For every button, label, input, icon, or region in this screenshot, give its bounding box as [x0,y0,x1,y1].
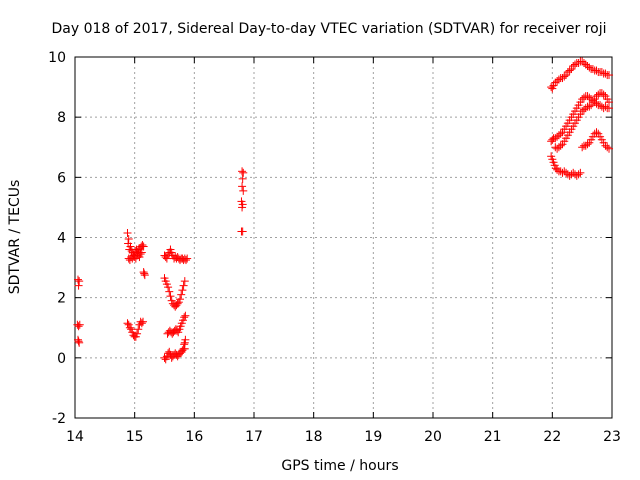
data-point-marker [140,271,149,280]
x-tick-label: 20 [424,429,442,445]
data-point-marker [601,69,610,78]
data-point-marker [603,143,612,152]
data-point-marker [75,320,84,329]
x-tick-label: 15 [126,429,144,445]
data-point-marker [178,286,187,295]
data-point-marker [605,98,614,107]
data-point-marker [605,144,614,153]
data-point-marker [605,71,614,80]
data-point-marker [238,174,247,183]
data-point-marker [137,248,146,257]
data-point-marker [601,102,610,111]
y-tick-label: 0 [57,351,66,367]
y-tick-label: 4 [57,231,66,247]
data-point-marker [180,313,189,322]
x-tick-label: 14 [66,429,84,445]
data-point-marker [181,256,190,265]
data-point-marker [553,165,562,174]
data-point-marker [139,317,148,326]
data-point-marker [592,99,601,108]
data-point-marker [556,129,565,138]
ticks [74,56,613,419]
data-point-marker [164,283,173,292]
grid [75,57,612,418]
y-tick-labels: -2 0 2 4 6 8 10 [48,50,66,427]
data-point-marker [179,281,188,290]
y-tick-label: 10 [48,50,66,66]
data-point-marker [565,66,574,75]
data-point-marker [571,60,580,69]
data-point-marker [181,335,190,344]
data-point-marker [588,65,597,74]
data-point-marker [180,277,189,286]
data-point-marker [599,90,608,99]
data-point-marker [133,329,142,338]
data-point-marker [238,227,247,236]
data-point-marker [592,66,601,75]
data-point-marker [238,203,247,212]
data-point-marker [176,295,185,304]
x-tick-label: 22 [543,429,561,445]
data-point-marker [123,228,132,237]
data-point-marker [75,338,84,347]
data-point-marker [239,168,248,177]
x-tick-labels: 14 15 16 17 18 19 20 21 22 23 [66,429,621,445]
data-point-marker [166,292,175,301]
data-point-marker [139,242,148,251]
data-point-marker [554,75,563,84]
data-point-marker [137,319,146,328]
x-tick-label: 16 [185,429,203,445]
y-tick-label: 8 [57,110,66,126]
data-point-marker [574,170,583,179]
data-point-marker [238,167,247,176]
data-point-marker [74,322,83,331]
data-point-marker [140,269,149,278]
data-point-marker [177,290,186,299]
data-point-marker [585,102,594,111]
data-point-marker [581,104,590,113]
data-point-marker [134,325,143,334]
data-point-marker [138,241,147,250]
x-axis-label: GPS time / hours [281,458,398,474]
x-tick-label: 23 [603,429,621,445]
data-point-marker [576,168,585,177]
data-points [73,57,614,364]
data-point-marker [173,299,182,308]
data-point-marker [181,311,190,320]
data-point-marker [124,235,133,244]
data-point-marker [560,72,569,81]
data-point-marker [556,141,565,150]
data-point-marker [74,281,83,290]
data-point-marker [125,323,134,332]
data-point-marker [162,254,171,263]
data-point-marker [123,319,132,328]
y-axis-label: SDTVAR / TECUs [7,180,23,295]
data-point-marker [183,254,192,263]
y-tick-label: -2 [52,411,66,427]
data-point-marker [578,143,587,152]
data-point-marker [136,250,145,259]
data-point-marker [73,275,82,284]
data-point-marker [585,63,594,72]
data-point-marker [597,68,606,77]
data-point-marker [164,250,173,259]
y-tick-label: 6 [57,170,66,186]
y-tick-label: 2 [57,291,66,307]
data-point-marker [74,337,83,346]
data-point-marker [239,186,248,195]
data-point-marker [592,128,601,137]
chart-title: Day 018 of 2017, Sidereal Day-to-day VTE… [51,21,606,37]
data-point-marker [238,182,247,191]
x-tick-label: 18 [305,429,323,445]
data-point-marker [583,140,592,149]
data-point-marker [126,242,135,251]
x-tick-label: 21 [484,429,502,445]
data-point-marker [75,277,84,286]
x-tick-label: 17 [245,429,263,445]
x-tick-label: 19 [364,429,382,445]
data-point-marker [180,340,189,349]
data-point-marker [165,287,174,296]
